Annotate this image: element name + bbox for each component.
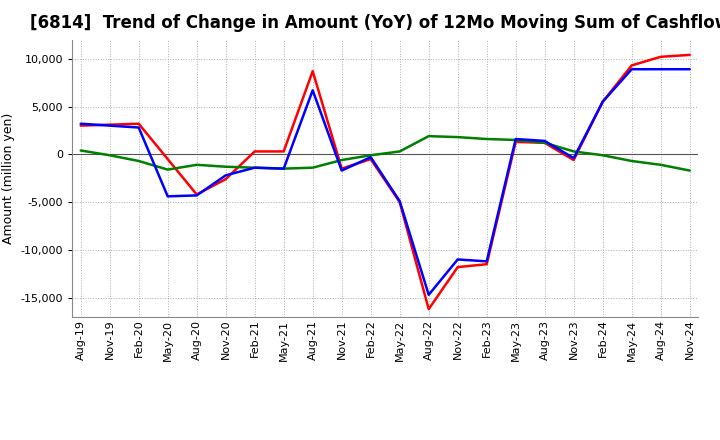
Investing Cashflow xyxy=(570,149,578,154)
Free Cashflow xyxy=(221,172,230,178)
Investing Cashflow xyxy=(192,162,201,168)
Operating Cashflow xyxy=(657,54,665,59)
Investing Cashflow xyxy=(105,153,114,158)
Line: Operating Cashflow: Operating Cashflow xyxy=(81,55,690,309)
Investing Cashflow xyxy=(221,164,230,169)
Free Cashflow xyxy=(424,292,433,297)
Investing Cashflow xyxy=(366,153,375,158)
Operating Cashflow xyxy=(308,69,317,74)
Free Cashflow xyxy=(76,121,85,126)
Free Cashflow xyxy=(627,66,636,72)
Investing Cashflow xyxy=(251,165,259,170)
Free Cashflow xyxy=(511,136,520,142)
Line: Investing Cashflow: Investing Cashflow xyxy=(81,136,690,171)
Operating Cashflow xyxy=(685,52,694,58)
Investing Cashflow xyxy=(395,149,404,154)
Line: Free Cashflow: Free Cashflow xyxy=(81,69,690,295)
Operating Cashflow xyxy=(221,176,230,182)
Operating Cashflow xyxy=(135,121,143,126)
Operating Cashflow xyxy=(76,123,85,128)
Investing Cashflow xyxy=(627,158,636,164)
Investing Cashflow xyxy=(163,167,172,172)
Investing Cashflow xyxy=(685,168,694,173)
Investing Cashflow xyxy=(657,162,665,168)
Free Cashflow xyxy=(454,257,462,262)
Free Cashflow xyxy=(279,166,288,171)
Operating Cashflow xyxy=(482,262,491,267)
Investing Cashflow xyxy=(308,165,317,170)
Free Cashflow xyxy=(163,194,172,199)
Free Cashflow xyxy=(135,125,143,130)
Y-axis label: Amount (million yen): Amount (million yen) xyxy=(2,113,15,244)
Free Cashflow xyxy=(395,198,404,204)
Free Cashflow xyxy=(366,154,375,160)
Investing Cashflow xyxy=(482,136,491,142)
Free Cashflow xyxy=(482,259,491,264)
Operating Cashflow xyxy=(570,158,578,163)
Free Cashflow xyxy=(541,138,549,143)
Free Cashflow xyxy=(105,123,114,128)
Free Cashflow xyxy=(338,168,346,173)
Title: [6814]  Trend of Change in Amount (YoY) of 12Mo Moving Sum of Cashflows: [6814] Trend of Change in Amount (YoY) o… xyxy=(30,15,720,33)
Operating Cashflow xyxy=(395,199,404,205)
Operating Cashflow xyxy=(163,157,172,162)
Investing Cashflow xyxy=(279,166,288,171)
Operating Cashflow xyxy=(105,122,114,127)
Investing Cashflow xyxy=(541,140,549,146)
Free Cashflow xyxy=(685,66,694,72)
Free Cashflow xyxy=(598,99,607,104)
Operating Cashflow xyxy=(251,149,259,154)
Free Cashflow xyxy=(308,88,317,93)
Free Cashflow xyxy=(251,165,259,170)
Operating Cashflow xyxy=(279,149,288,154)
Operating Cashflow xyxy=(541,140,549,146)
Operating Cashflow xyxy=(338,166,346,171)
Investing Cashflow xyxy=(76,148,85,153)
Investing Cashflow xyxy=(424,133,433,139)
Operating Cashflow xyxy=(598,99,607,104)
Investing Cashflow xyxy=(511,137,520,143)
Free Cashflow xyxy=(657,66,665,72)
Investing Cashflow xyxy=(338,158,346,163)
Operating Cashflow xyxy=(454,264,462,270)
Operating Cashflow xyxy=(424,307,433,312)
Investing Cashflow xyxy=(598,153,607,158)
Investing Cashflow xyxy=(135,158,143,164)
Investing Cashflow xyxy=(454,135,462,140)
Free Cashflow xyxy=(570,155,578,161)
Free Cashflow xyxy=(192,193,201,198)
Operating Cashflow xyxy=(192,192,201,197)
Operating Cashflow xyxy=(627,63,636,68)
Operating Cashflow xyxy=(366,157,375,162)
Operating Cashflow xyxy=(511,139,520,144)
